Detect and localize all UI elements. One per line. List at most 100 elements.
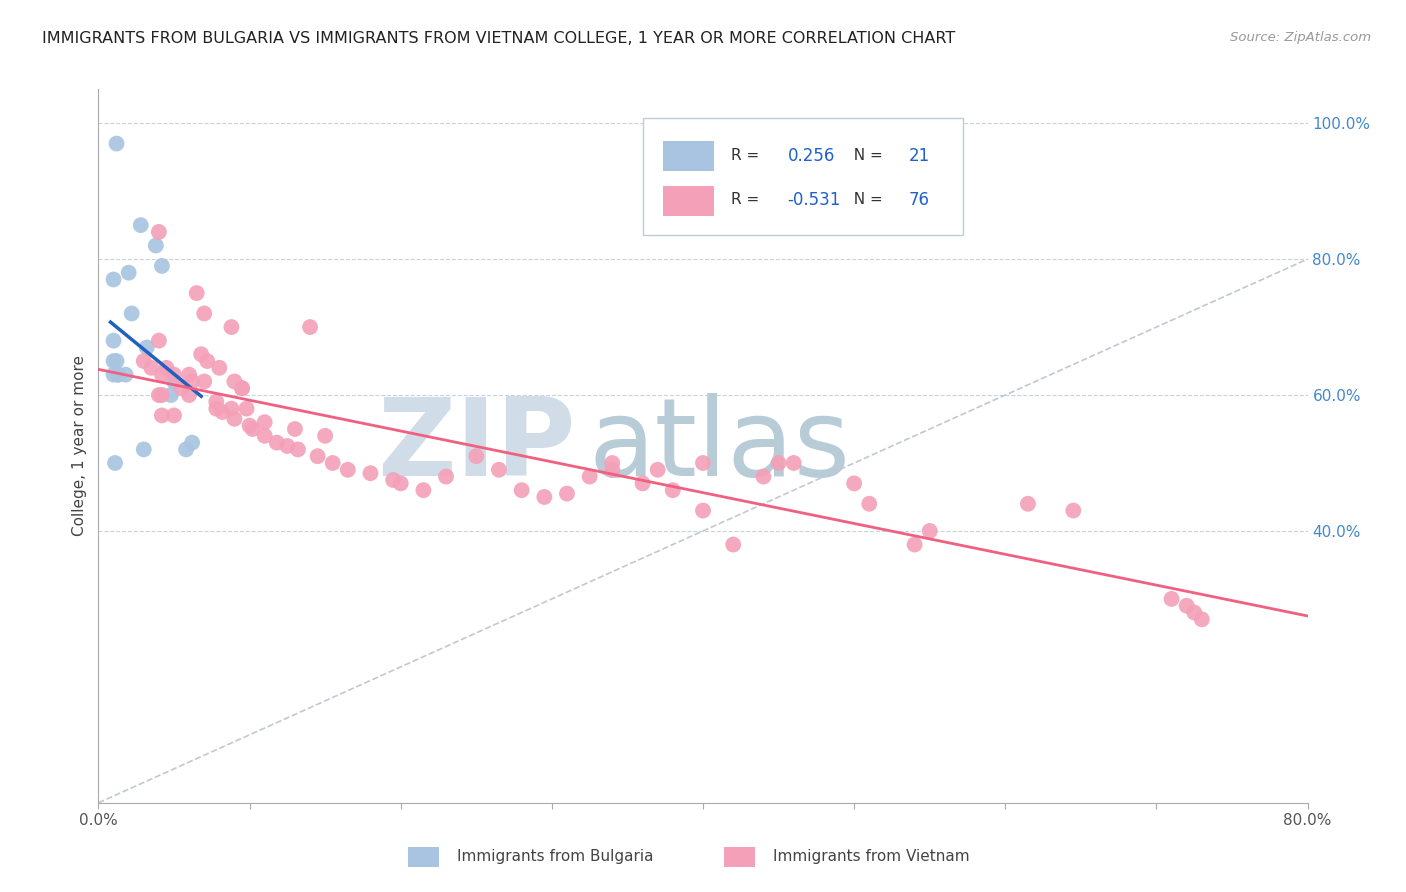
- Point: [174, 442, 197, 457]
- Point: [360, 466, 382, 480]
- Text: Immigrants from Vietnam: Immigrants from Vietnam: [773, 849, 970, 863]
- Point: [231, 381, 253, 395]
- Point: [132, 442, 155, 457]
- Point: [1182, 606, 1205, 620]
- Point: [389, 476, 412, 491]
- Point: [205, 394, 228, 409]
- Point: [1175, 599, 1198, 613]
- Point: [465, 449, 488, 463]
- Text: 76: 76: [908, 191, 929, 209]
- Point: [253, 415, 276, 429]
- Point: [533, 490, 555, 504]
- Point: [692, 503, 714, 517]
- Text: atlas: atlas: [588, 393, 851, 499]
- Point: [186, 286, 208, 301]
- Point: [195, 354, 218, 368]
- Point: [299, 320, 322, 334]
- Bar: [664, 186, 714, 216]
- Point: [1017, 497, 1039, 511]
- Point: [235, 401, 257, 416]
- Point: [412, 483, 434, 498]
- Point: [488, 463, 510, 477]
- Point: [434, 469, 457, 483]
- Y-axis label: College, 1 year or more: College, 1 year or more: [72, 356, 87, 536]
- Point: [723, 537, 745, 551]
- Point: [150, 259, 173, 273]
- Text: 21: 21: [908, 146, 929, 164]
- Point: [307, 449, 329, 463]
- Point: [287, 442, 309, 457]
- Point: [163, 409, 186, 423]
- Point: [135, 341, 157, 355]
- Point: [602, 463, 624, 477]
- Text: Source: ZipAtlas.com: Source: ZipAtlas.com: [1230, 31, 1371, 45]
- Text: -0.531: -0.531: [787, 191, 841, 209]
- FancyBboxPatch shape: [643, 118, 963, 235]
- Point: [105, 354, 128, 368]
- Point: [129, 218, 152, 232]
- Point: [114, 368, 136, 382]
- Point: [181, 435, 204, 450]
- Point: [631, 476, 654, 491]
- Bar: [664, 141, 714, 171]
- Text: 0.256: 0.256: [787, 146, 835, 164]
- Point: [276, 439, 298, 453]
- Point: [858, 497, 880, 511]
- Point: [602, 456, 624, 470]
- Point: [103, 334, 125, 348]
- Point: [555, 486, 578, 500]
- Point: [314, 429, 336, 443]
- Point: [205, 401, 228, 416]
- Point: [904, 537, 927, 551]
- Point: [118, 266, 141, 280]
- Point: [148, 388, 170, 402]
- Text: N =: N =: [845, 148, 889, 163]
- Point: [221, 320, 243, 334]
- Point: [121, 306, 143, 320]
- Text: ZIP: ZIP: [378, 393, 576, 499]
- Point: [170, 381, 193, 395]
- Point: [163, 375, 186, 389]
- Point: [150, 409, 173, 423]
- Text: IMMIGRANTS FROM BULGARIA VS IMMIGRANTS FROM VIETNAM COLLEGE, 1 YEAR OR MORE CORR: IMMIGRANTS FROM BULGARIA VS IMMIGRANTS F…: [42, 31, 956, 46]
- Point: [578, 469, 600, 483]
- Point: [224, 412, 246, 426]
- Point: [103, 272, 125, 286]
- Point: [193, 306, 215, 320]
- Point: [107, 368, 129, 382]
- Text: R =: R =: [731, 193, 763, 207]
- Point: [155, 360, 177, 375]
- Point: [1062, 503, 1084, 517]
- Point: [179, 368, 201, 382]
- Point: [107, 368, 129, 382]
- Point: [104, 456, 127, 470]
- Point: [150, 388, 173, 402]
- Point: [181, 375, 204, 389]
- Point: [179, 388, 201, 402]
- Point: [208, 360, 231, 375]
- Point: [253, 429, 276, 443]
- Point: [266, 435, 288, 450]
- Point: [692, 456, 714, 470]
- Point: [336, 463, 359, 477]
- Point: [148, 334, 170, 348]
- Point: [382, 473, 405, 487]
- Point: [768, 456, 790, 470]
- Point: [239, 418, 262, 433]
- Point: [150, 368, 173, 382]
- Point: [322, 456, 344, 470]
- Point: [510, 483, 533, 498]
- Point: [752, 469, 775, 483]
- Point: [224, 375, 246, 389]
- Point: [163, 368, 186, 382]
- Point: [221, 401, 243, 416]
- Point: [190, 347, 212, 361]
- Point: [141, 360, 163, 375]
- Point: [844, 476, 866, 491]
- Point: [160, 388, 183, 402]
- Point: [284, 422, 307, 436]
- Text: Immigrants from Bulgaria: Immigrants from Bulgaria: [457, 849, 654, 863]
- Point: [103, 368, 125, 382]
- Point: [148, 225, 170, 239]
- Point: [1191, 612, 1213, 626]
